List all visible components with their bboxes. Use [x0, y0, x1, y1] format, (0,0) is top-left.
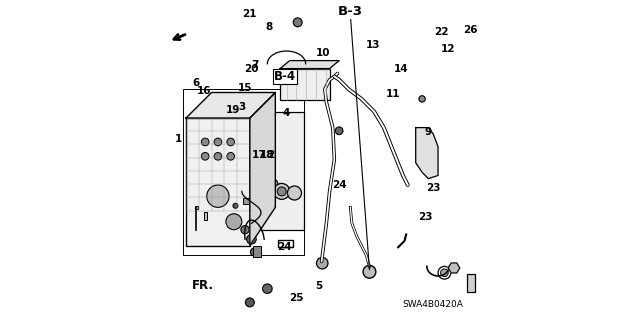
Bar [253, 246, 261, 257]
Polygon shape [250, 93, 275, 246]
Text: 5: 5 [315, 280, 322, 291]
Circle shape [438, 266, 451, 279]
Polygon shape [448, 263, 460, 273]
Text: 24: 24 [278, 242, 292, 252]
Text: 20: 20 [244, 63, 259, 74]
Text: 12: 12 [440, 44, 455, 55]
Text: B-3: B-3 [339, 4, 362, 17]
Text: 13: 13 [365, 40, 380, 50]
Circle shape [233, 203, 238, 208]
Text: 21: 21 [243, 9, 257, 19]
Circle shape [283, 68, 291, 76]
Text: 3: 3 [238, 102, 246, 112]
Polygon shape [416, 128, 438, 179]
Circle shape [207, 185, 229, 207]
Bar [243, 198, 252, 204]
Text: 22: 22 [434, 27, 449, 37]
Text: B-4: B-4 [274, 70, 296, 83]
Circle shape [227, 138, 234, 146]
Bar [183, 89, 304, 255]
Circle shape [245, 298, 254, 307]
Text: 2: 2 [267, 150, 274, 160]
Circle shape [287, 186, 301, 200]
Bar [467, 274, 475, 292]
Text: 4: 4 [283, 108, 290, 118]
Text: 23: 23 [418, 212, 433, 222]
Circle shape [335, 127, 343, 135]
Bar [204, 212, 207, 220]
Circle shape [419, 96, 425, 102]
Circle shape [246, 234, 256, 244]
Text: 17: 17 [252, 150, 267, 160]
Circle shape [241, 226, 249, 234]
Text: 7: 7 [251, 60, 259, 70]
Polygon shape [280, 61, 339, 69]
Circle shape [202, 152, 209, 160]
Circle shape [293, 18, 302, 27]
Bar [186, 118, 250, 246]
Text: FR.: FR. [192, 279, 214, 292]
Bar [195, 206, 198, 209]
Text: B-3: B-3 [338, 5, 363, 18]
Text: 26: 26 [463, 25, 477, 35]
Circle shape [214, 138, 221, 146]
Text: 23: 23 [426, 183, 440, 193]
Text: 11: 11 [386, 89, 401, 99]
FancyBboxPatch shape [278, 240, 292, 247]
Circle shape [363, 265, 376, 278]
Polygon shape [186, 93, 275, 118]
Text: 8: 8 [266, 22, 273, 32]
Circle shape [214, 152, 221, 160]
Text: 1: 1 [175, 134, 182, 144]
Circle shape [277, 187, 286, 196]
Circle shape [262, 284, 272, 293]
Circle shape [202, 138, 209, 146]
Text: B-3: B-3 [339, 4, 362, 17]
Bar [250, 112, 304, 230]
Text: 19: 19 [226, 105, 241, 115]
Circle shape [250, 248, 259, 256]
Text: 16: 16 [196, 86, 211, 96]
Text: 6: 6 [192, 78, 199, 88]
Circle shape [227, 152, 234, 160]
Circle shape [317, 257, 328, 269]
Circle shape [451, 265, 457, 271]
Circle shape [263, 181, 275, 192]
Text: 24: 24 [332, 180, 346, 190]
Circle shape [259, 177, 278, 196]
Circle shape [226, 214, 242, 230]
Text: 15: 15 [238, 83, 252, 93]
Text: 14: 14 [394, 63, 409, 74]
Text: 10: 10 [316, 48, 330, 58]
Text: 9: 9 [425, 127, 432, 137]
Bar [280, 69, 330, 100]
Circle shape [425, 132, 431, 139]
Text: 18: 18 [260, 150, 275, 160]
Circle shape [274, 183, 290, 199]
Text: 25: 25 [289, 293, 303, 303]
Text: SWA4B0420A: SWA4B0420A [403, 300, 464, 309]
Circle shape [440, 269, 448, 277]
